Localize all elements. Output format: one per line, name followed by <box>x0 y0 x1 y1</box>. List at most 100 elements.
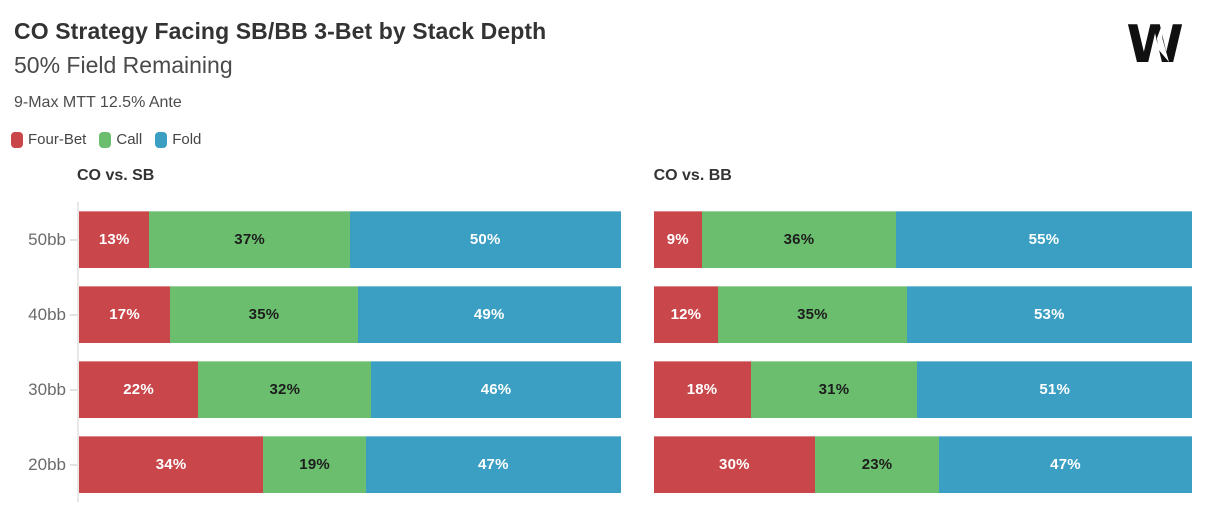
page-subtitle: 50% Field Remaining <box>14 52 233 78</box>
bar-segment: 31% <box>750 361 918 418</box>
category-tick: 40bb <box>14 277 77 352</box>
legend-label: Four-Bet <box>28 131 87 148</box>
bar-row: 34% 19% 47% <box>79 427 621 502</box>
bar-row: 12% 35% 53% <box>653 277 1192 352</box>
legend-swatch-icon <box>11 131 23 148</box>
segment-value-label: 47% <box>478 456 509 473</box>
svg-text:W: W <box>1126 18 1183 68</box>
chart-title-sb: CO vs. SB <box>77 167 155 184</box>
bar-row: 17% 35% 49% <box>79 277 621 352</box>
stacked-bar: 30% 23% 47% <box>653 436 1193 493</box>
category-tick: 20bb <box>14 427 77 502</box>
bar-segment: 13% <box>79 211 150 268</box>
bar-segment: 53% <box>906 286 1192 343</box>
legend-swatch-icon <box>155 131 168 148</box>
bar-segment: 19% <box>263 436 367 493</box>
category-tick: 50bb <box>14 202 77 277</box>
category-label: 20bb <box>28 454 66 474</box>
plot-area-bb: 9% 36% 55% 12% 35% 53% 18% 31% 51% 30% 23% 47% <box>653 202 1193 502</box>
bar-segment: 37% <box>149 211 350 268</box>
segment-value-label: 12% <box>670 306 702 323</box>
legend-item: Call <box>99 131 142 148</box>
bar-segment: 23% <box>815 436 939 493</box>
bar-row: 9% 36% 55% <box>653 202 1192 277</box>
bar-segment: 22% <box>79 361 199 418</box>
bar-segment: 47% <box>366 436 621 493</box>
legend-item: Four-Bet <box>11 131 86 148</box>
bar-row: 18% 31% 51% <box>653 352 1192 427</box>
segment-value-label: 46% <box>480 381 512 398</box>
charts-row: CO vs. SB 50bb 40bb 30bb 20bb 13% 37% 50% 17% 3… <box>14 167 1193 502</box>
bar-segment: 32% <box>198 361 372 418</box>
chart-co-vs-bb: CO vs. BB 9% 36% 55% 12% 35% 53% 18% 31% 51% 30% 2… <box>653 167 1193 502</box>
category-axis: 50bb 40bb 30bb 20bb <box>14 202 77 502</box>
category-label: 40bb <box>28 304 66 324</box>
stacked-bar: 9% 36% 55% <box>653 211 1192 268</box>
tick-mark <box>70 238 77 241</box>
plot-wrap-sb: 50bb 40bb 30bb 20bb 13% 37% 50% 17% 35% 49% 22% 32… <box>14 202 621 502</box>
segment-value-label: 17% <box>109 306 140 323</box>
legend-label: Fold <box>172 131 202 148</box>
category-label: 30bb <box>28 379 66 399</box>
legend-label: Call <box>116 131 143 148</box>
segment-value-label: 34% <box>155 456 187 473</box>
segment-value-label: 9% <box>666 231 689 248</box>
segment-value-label: 18% <box>686 381 718 398</box>
page-context: 9-Max MTT 12.5% Ante <box>14 94 182 111</box>
chart-header: CO Strategy Facing SB/BB 3-Bet by Stack … <box>14 15 1192 112</box>
brand-logo-w-icon: W <box>1124 15 1186 75</box>
bar-segment: 46% <box>371 361 621 418</box>
segment-value-label: 47% <box>1050 456 1081 473</box>
tick-mark <box>70 388 77 391</box>
bar-segment: 47% <box>938 436 1193 493</box>
segment-value-label: 53% <box>1034 306 1065 323</box>
bar-segment: 9% <box>653 211 703 268</box>
bar-row: 22% 32% 46% <box>79 352 621 427</box>
bar-row: 30% 23% 47% <box>653 427 1193 502</box>
segment-value-label: 51% <box>1039 381 1071 398</box>
legend-swatch-icon <box>99 131 112 148</box>
segment-value-label: 30% <box>719 456 750 473</box>
category-tick: 30bb <box>14 352 77 427</box>
bar-segment: 51% <box>917 361 1192 418</box>
segment-value-label: 22% <box>123 381 154 398</box>
category-label: 50bb <box>28 229 66 249</box>
segment-value-label: 31% <box>818 381 850 398</box>
chart-co-vs-sb: CO vs. SB 50bb 40bb 30bb 20bb 13% 37% 50% 17% 3… <box>14 167 621 502</box>
stacked-bar: 18% 31% 51% <box>653 361 1192 418</box>
plot-wrap-bb: 9% 36% 55% 12% 35% 53% 18% 31% 51% 30% 23% 47% <box>653 202 1193 502</box>
stacked-bar: 12% 35% 53% <box>653 286 1192 343</box>
stacked-bar: 22% 32% 46% <box>79 361 621 418</box>
legend-item: Fold <box>155 131 201 148</box>
bar-segment: 12% <box>653 286 719 343</box>
bar-segment: 34% <box>79 436 264 493</box>
bar-segment: 35% <box>718 286 907 343</box>
tick-mark <box>70 313 77 316</box>
segment-value-label: 19% <box>299 456 330 473</box>
bar-segment: 50% <box>349 211 621 268</box>
stacked-bar: 34% 19% 47% <box>79 436 621 493</box>
segment-value-label: 36% <box>783 231 815 248</box>
segment-value-label: 37% <box>234 231 265 248</box>
bar-segment: 30% <box>653 436 816 493</box>
segment-value-label: 32% <box>269 381 301 398</box>
page-title: CO Strategy Facing SB/BB 3-Bet by Stack … <box>14 18 547 44</box>
tick-mark <box>70 463 77 466</box>
bar-segment: 35% <box>170 286 358 343</box>
segment-value-label: 55% <box>1028 231 1060 248</box>
bar-segment: 55% <box>895 211 1192 268</box>
stacked-bar: 17% 35% 49% <box>79 286 621 343</box>
segment-value-label: 13% <box>98 231 130 248</box>
stacked-bar: 13% 37% 50% <box>79 211 621 268</box>
bar-row: 13% 37% 50% <box>79 202 621 277</box>
segment-value-label: 50% <box>469 231 501 248</box>
bar-segment: 49% <box>357 286 621 343</box>
plot-area-sb: 13% 37% 50% 17% 35% 49% 22% 32% 46% 34% 19% 47% <box>77 202 621 502</box>
segment-value-label: 23% <box>861 456 893 473</box>
bar-segment: 18% <box>653 361 751 418</box>
bar-segment: 17% <box>79 286 171 343</box>
segment-value-label: 35% <box>248 306 280 323</box>
bar-segment: 36% <box>702 211 896 268</box>
chart-title-bb: CO vs. BB <box>653 167 732 184</box>
